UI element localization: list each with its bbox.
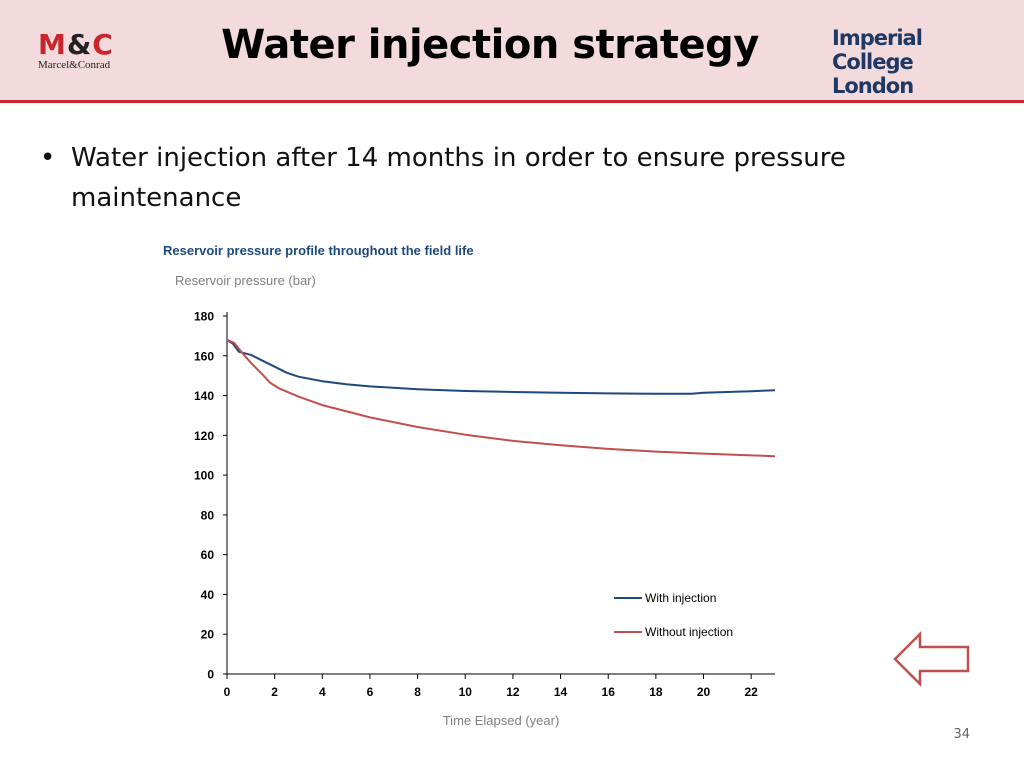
- x-tick-label: 8: [414, 685, 421, 699]
- bullet-text: Water injection after 14 months in order…: [71, 143, 846, 213]
- x-tick-label: 22: [744, 685, 758, 699]
- x-tick-label: 2: [271, 685, 278, 699]
- y-tick-label: 100: [194, 469, 214, 483]
- x-tick-label: 4: [319, 685, 326, 699]
- imperial-college-logo: Imperial College London: [832, 26, 1002, 98]
- legend-label: With injection: [645, 591, 716, 605]
- y-tick-label: 140: [194, 389, 214, 403]
- logo-line-1: Imperial College: [832, 26, 923, 74]
- legend-label: Without injection: [645, 625, 733, 639]
- series-line-with-injection: [226, 339, 776, 395]
- y-tick-label: 0: [207, 668, 214, 682]
- bullet-dot: •: [40, 143, 56, 173]
- y-tick-label: 120: [194, 429, 214, 443]
- x-tick-label: 10: [459, 685, 473, 699]
- x-tick-label: 20: [697, 685, 711, 699]
- slide-number: 34: [953, 727, 970, 742]
- x-tick-label: 14: [554, 685, 568, 699]
- logo-mark-m: M: [38, 28, 67, 61]
- marcel-conrad-logo: M&C Marcel&Conrad: [38, 30, 118, 76]
- page-title: Water injection strategy: [221, 22, 759, 68]
- y-tick-label: 60: [201, 548, 215, 562]
- logo-line-2: London: [832, 74, 914, 98]
- y-tick-label: 20: [201, 628, 215, 642]
- x-tick-label: 12: [506, 685, 520, 699]
- series-line-without-injection: [226, 338, 776, 458]
- x-tick-label: 6: [367, 685, 374, 699]
- x-tick-label: 16: [602, 685, 616, 699]
- x-tick-label: 0: [224, 685, 231, 699]
- y-tick-label: 180: [194, 310, 214, 324]
- y-tick-label: 40: [201, 588, 215, 602]
- x-axis-label: Time Elapsed (year): [443, 713, 560, 728]
- logo-mark-amp: &: [66, 28, 93, 61]
- y-axis-label: Reservoir pressure (bar): [175, 273, 316, 288]
- y-tick-label: 80: [201, 508, 215, 522]
- chart-title: Reservoir pressure profile throughout th…: [163, 243, 474, 258]
- left-arrow-icon[interactable]: [892, 630, 972, 688]
- x-tick-label: 18: [649, 685, 663, 699]
- y-tick-label: 160: [194, 349, 214, 363]
- logo-mark: M&C: [38, 30, 118, 60]
- slide-header: M&C Marcel&Conrad Water injection strate…: [0, 0, 1024, 103]
- logo-mark-c: C: [92, 28, 114, 61]
- logo-subtitle: Marcel&Conrad: [38, 59, 111, 71]
